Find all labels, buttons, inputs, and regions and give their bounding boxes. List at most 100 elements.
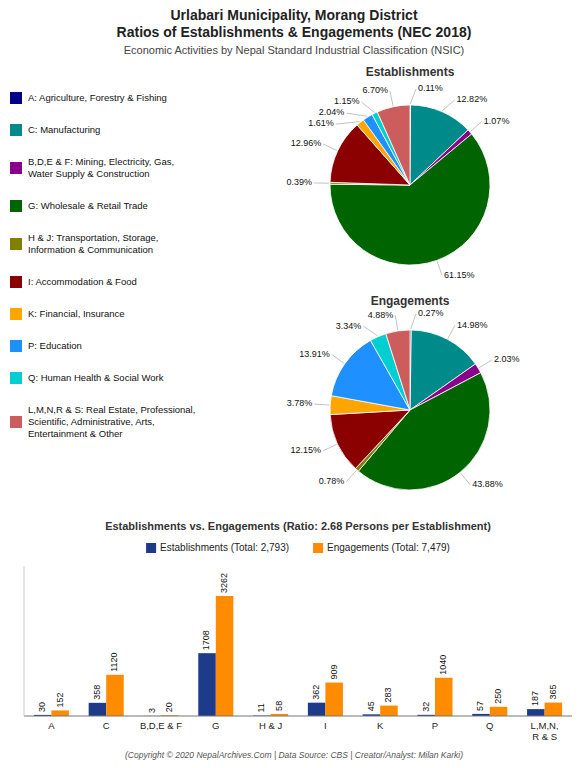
leader-line (471, 121, 482, 131)
data-label: 12.96% (291, 138, 322, 148)
data-label: 20 (164, 702, 174, 712)
pie-chart: EngagementsA: Agriculture, Forestry & Fi… (287, 294, 520, 490)
x-axis-line (24, 716, 572, 717)
pie-title: Engagements (371, 294, 450, 308)
leader-line (362, 102, 375, 112)
leader-line (323, 144, 337, 150)
bars (34, 596, 562, 716)
data-label: 14.98% (457, 320, 488, 330)
data-label: 45 (366, 701, 376, 711)
legend-entry-line: H & J: Transportation, Storage, (28, 232, 158, 243)
leader-line (395, 315, 397, 330)
legend-entry-line: K: Financial, Insurance (28, 308, 125, 319)
leader-line (314, 404, 329, 406)
bar (527, 709, 545, 716)
x-tick-label: G (212, 720, 219, 731)
legend-entry-line: C: Manufacturing (28, 124, 100, 135)
leader-line (323, 444, 337, 450)
data-label: 61.15% (444, 270, 475, 280)
leader-line (346, 471, 356, 482)
x-tick-label: C (103, 720, 110, 731)
legend-entry-line: Information & Communication (28, 244, 153, 255)
data-label: 362 (311, 685, 321, 700)
leader-line (314, 182, 329, 183)
legend-entry: Engagements (Total: 7,479) (327, 542, 450, 553)
data-label: 2.04% (319, 107, 345, 117)
data-label: 909 (329, 665, 339, 680)
x-tick-label: Q (486, 720, 493, 731)
leader-line (363, 326, 377, 336)
leader-line (442, 100, 454, 111)
data-label: 57 (475, 701, 485, 711)
legend-entry-line: B,D,E & F: Mining, Electricity, Gas, (28, 156, 174, 167)
data-label: 0.11% (418, 83, 443, 93)
y-axis-line (24, 566, 25, 716)
legend-entry-line: A: Agriculture, Forestry & Fishing (28, 92, 167, 103)
legend-swatch (10, 200, 22, 212)
legend-entry-line: L,M,N,R & S: Real Estate, Professional, (28, 404, 195, 415)
x-tick-label: B,D,E & F (140, 720, 182, 731)
bar (545, 703, 563, 716)
legend-swatch (10, 238, 22, 250)
x-tick-label: A (48, 720, 55, 731)
data-label: 0.39% (286, 177, 312, 187)
x-tick-label-line: L,M,N, (531, 720, 559, 731)
x-tick-label-line: A (48, 720, 55, 731)
legend-entry-line: Scientific, Administrative, Arts, (28, 416, 155, 427)
x-tick-label-line: P (432, 720, 438, 731)
page-title-line: Urlabari Municipality, Morang District (170, 7, 417, 23)
chart-page: Urlabari Municipality, Morang DistrictRa… (0, 0, 588, 768)
data-label: 3 (147, 708, 157, 713)
leader-line (448, 325, 455, 338)
legend-entry: Q: Human Health & Social Work (28, 372, 164, 383)
legend-entry-line: I: Accommodation & Food (28, 276, 137, 287)
data-label: 11 (256, 703, 266, 712)
data-label: 3262 (219, 573, 229, 593)
x-tick-label-line: G (212, 720, 219, 731)
leader-line (461, 473, 470, 485)
bar-title: Establishments vs. Engagements (Ratio: 2… (105, 520, 491, 532)
data-label: 58 (274, 701, 284, 711)
legend-entry: B,D,E & F: Mining, Electricity, Gas,Wate… (28, 156, 174, 179)
leader-line (410, 89, 416, 104)
x-tick-label-line: I (324, 720, 327, 731)
legend-entry-line: Q: Human Health & Social Work (28, 372, 164, 383)
data-label: 32 (421, 702, 431, 712)
leader-line (411, 314, 416, 329)
x-tick-label-line: K (377, 720, 384, 731)
leader-line (332, 354, 344, 363)
pie-title: Establishments (366, 65, 455, 79)
pie-legend: A: Agriculture, Forestry & Fishing C: Man… (10, 92, 195, 439)
bar (198, 653, 216, 716)
x-tick-label-line: R & S (532, 731, 557, 742)
page-title: Urlabari Municipality, Morang DistrictRa… (117, 7, 472, 40)
data-labels: 3035831708113624532571871521120203262589… (37, 573, 558, 713)
data-label: 4.88% (368, 310, 394, 320)
bar (325, 683, 343, 716)
data-label: 6.70% (362, 85, 388, 95)
legend-entry: L,M,N,R & S: Real Estate, Professional,S… (28, 404, 195, 439)
x-tick-label: K (377, 720, 384, 731)
leader-line (390, 91, 393, 106)
pie-slice: I: Accommodation & Food (330, 410, 410, 469)
legend-entry-line: G: Wholesale & Retail Trade (28, 200, 148, 211)
x-tick-label-line: Q (486, 720, 493, 731)
legend-entry: P: Education (28, 340, 82, 351)
x-tick-label: I (324, 720, 327, 731)
data-label: 1.61% (308, 118, 334, 128)
data-label: 1.15% (334, 96, 360, 106)
legend-entry-line: Entertainment & Other (28, 428, 123, 439)
legend-entry: A: Agriculture, Forestry & Fishing (28, 92, 167, 103)
legend-entry: I: Accommodation & Food (28, 276, 137, 287)
bar-legend: Establishments (Total: 2,793) Engagements… (146, 542, 450, 553)
data-label: 1120 (109, 652, 119, 671)
data-label: 358 (92, 685, 102, 700)
data-label: 3.34% (336, 321, 362, 331)
legend-entry: Establishments (Total: 2,793) (160, 542, 289, 553)
leader-line (479, 360, 492, 368)
x-tick-label: L,M,N,R & S (531, 720, 559, 742)
data-label: 365 (548, 685, 558, 700)
data-label: 283 (383, 688, 393, 703)
x-tick-label-line: B,D,E & F (140, 720, 182, 731)
bar (308, 703, 326, 716)
